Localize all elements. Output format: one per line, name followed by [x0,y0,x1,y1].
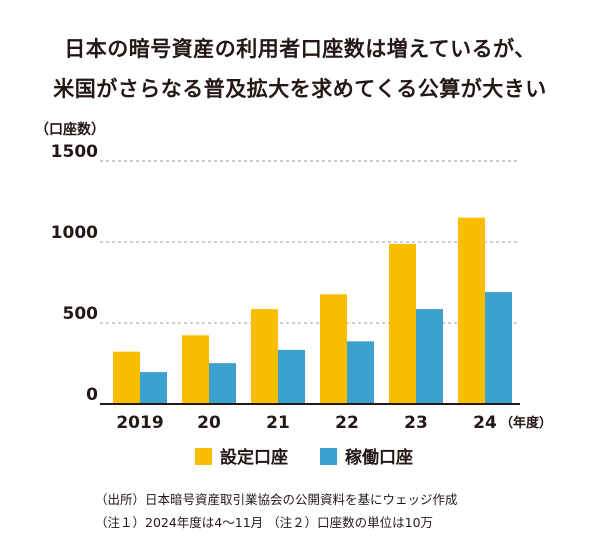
y-axis-unit-label: （口座数） [35,122,105,138]
chart-title-line-2: 米国がさらなる普及拡大を求めてくる公算が大きい [53,77,547,101]
bar-set-23 [389,243,416,404]
x-axis-unit-label: （年度） [500,415,552,431]
x-tick-label: 23 [404,413,428,433]
source-note: （出所）日本暗号資産取引業協会の公開資料を基にウェッジ作成 [95,492,458,507]
x-tick-label: 2019 [116,413,163,433]
y-tick-label: 0 [86,385,98,405]
chart-title-line-1: 日本の暗号資産の利用者口座数は増えているが、 [64,37,536,61]
bar-active-24 [485,292,512,404]
legend-label: 設定口座 [220,447,288,468]
bar-active-2019 [140,372,167,404]
legend-swatch-active [320,448,337,465]
y-tick-label: 1500 [51,142,98,162]
x-tick-label: 20 [197,413,221,433]
bar-set-20 [182,335,209,404]
footnote: （注１）2024年度は4～11月 （注２）口座数の単位は10万 [95,515,434,530]
bar-active-21 [278,349,305,404]
bar-active-23 [416,309,443,404]
bar-set-24 [458,217,485,404]
bar-active-22 [347,341,374,404]
bar-set-21 [251,309,278,404]
bar-set-22 [320,294,347,404]
bar-active-20 [209,363,236,404]
y-tick-label: 500 [63,304,99,324]
legend-label: 稼働口座 [345,447,413,468]
x-tick-label: 22 [335,413,359,433]
y-tick-label: 1000 [51,223,98,243]
legend-swatch-set [195,448,212,465]
bar-set-2019 [113,351,140,404]
x-tick-label: 21 [266,413,290,433]
x-tick-label: 24 [473,413,497,433]
